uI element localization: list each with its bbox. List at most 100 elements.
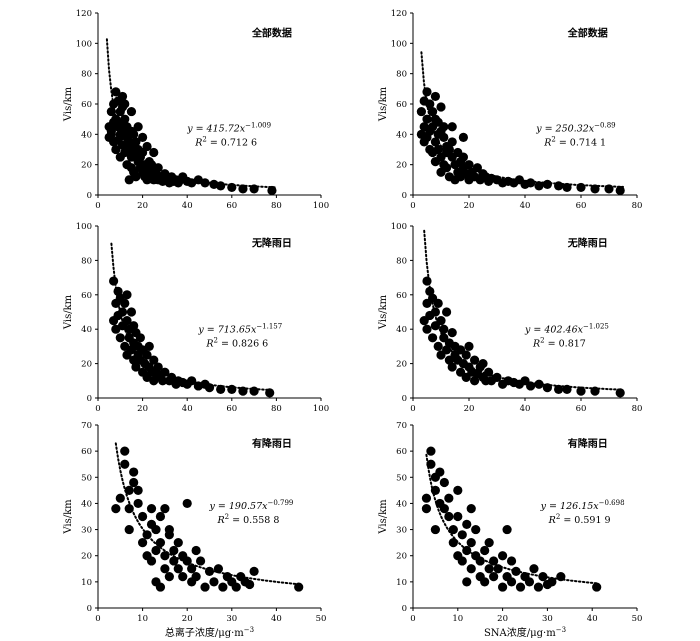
data-point <box>478 359 488 369</box>
y-tick-label: 0 <box>402 191 407 201</box>
y-axis-label: Vis/km <box>63 499 74 535</box>
data-point <box>155 511 166 522</box>
panel-title: 无降雨日 <box>251 237 292 250</box>
data-point <box>466 504 476 514</box>
data-point <box>421 504 432 514</box>
data-point <box>124 485 134 495</box>
data-point <box>472 163 482 173</box>
panel-3: 0 20 40 60 80 100 0 20 40 60 80 100 Vis/km 无降雨日 y = 71… <box>63 222 329 414</box>
data-point <box>138 132 148 142</box>
data-point <box>144 341 154 351</box>
x-tick-label: 0 <box>95 614 100 624</box>
data-point <box>529 564 539 574</box>
r-squared: R2 = 0.712 6 <box>194 135 257 148</box>
data-point <box>111 144 121 155</box>
data-point <box>109 276 119 286</box>
data-point <box>458 132 468 142</box>
x-tick-label: 80 <box>632 404 643 414</box>
data-point <box>430 91 440 102</box>
data-point <box>436 102 446 112</box>
x-tick-label: 50 <box>632 614 643 624</box>
y-tick-label: 0 <box>402 604 407 614</box>
data-point <box>421 493 432 503</box>
data-point <box>453 511 463 522</box>
y-tick-label: 80 <box>81 256 92 266</box>
data-point <box>615 388 625 398</box>
y-tick-label: 60 <box>81 447 92 457</box>
data-point <box>153 362 163 372</box>
x-axis-label: SNA浓度/μg·m−3 <box>484 626 566 639</box>
data-point <box>615 185 625 196</box>
data-point <box>142 350 152 360</box>
x-tick-label: 80 <box>271 201 282 211</box>
x-tick-label: 40 <box>520 404 531 414</box>
data-point <box>131 137 141 147</box>
data-point <box>131 362 141 372</box>
y-tick-label: 40 <box>396 130 407 140</box>
x-tick-label: 20 <box>137 201 148 211</box>
data-point <box>442 163 452 173</box>
data-point <box>169 556 179 566</box>
data-point <box>294 582 304 592</box>
r-squared: R2 = 0.817 <box>532 337 586 350</box>
data-point <box>554 384 564 394</box>
y-axis-label: Vis/km <box>378 86 389 122</box>
data-point <box>466 564 476 574</box>
data-point <box>182 498 192 509</box>
data-point <box>120 446 130 456</box>
data-point <box>592 582 602 592</box>
data-point <box>471 524 481 535</box>
data-point <box>428 106 438 117</box>
data-point <box>458 152 468 162</box>
data-point <box>115 493 125 503</box>
x-tick-label: 60 <box>226 201 237 211</box>
data-point <box>151 545 161 556</box>
y-tick-label: 60 <box>396 291 407 301</box>
y-tick-label: 20 <box>81 360 92 370</box>
data-point <box>187 564 197 574</box>
panel-title: 无降雨日 <box>567 237 608 250</box>
y-tick-label: 120 <box>76 9 92 19</box>
x-tick-label: 20 <box>182 614 193 624</box>
data-point <box>447 137 457 147</box>
data-point <box>227 384 237 394</box>
fit-equation: y = 190.57x−0.799 <box>209 499 294 512</box>
x-tick-label: 0 <box>95 201 100 211</box>
y-tick-label: 20 <box>396 552 407 562</box>
data-point <box>416 106 426 117</box>
data-point <box>461 350 471 360</box>
data-point <box>462 519 472 529</box>
y-tick-label: 0 <box>87 191 92 201</box>
data-point <box>439 504 449 514</box>
data-point <box>111 504 121 514</box>
fit-equation: y = 126.15x−0.698 <box>540 499 625 512</box>
y-axis-label: Vis/km <box>378 294 389 330</box>
data-point <box>462 577 472 587</box>
r-squared: R2 = 0.558 8 <box>217 513 280 526</box>
data-point <box>120 298 130 308</box>
data-point <box>138 538 148 548</box>
x-tick-label: 50 <box>316 614 327 624</box>
y-tick-label: 80 <box>396 70 407 80</box>
data-point <box>115 333 125 343</box>
data-point <box>506 577 517 587</box>
panel-title: 有降雨日 <box>252 437 292 450</box>
data-point <box>106 126 116 136</box>
data-point <box>435 467 445 477</box>
data-point <box>151 524 161 535</box>
data-point <box>111 87 121 97</box>
data-point <box>576 386 586 396</box>
y-tick-label: 100 <box>391 39 407 49</box>
data-point <box>155 582 166 592</box>
data-point <box>426 446 436 456</box>
y-tick-label: 80 <box>396 256 407 266</box>
y-tick-label: 60 <box>81 291 92 301</box>
x-tick-label: 10 <box>452 614 463 624</box>
data-point <box>149 355 159 365</box>
data-point <box>129 321 139 331</box>
data-point <box>502 524 512 535</box>
data-point <box>231 582 241 592</box>
y-tick-label: 100 <box>76 222 92 232</box>
data-point <box>133 122 143 132</box>
